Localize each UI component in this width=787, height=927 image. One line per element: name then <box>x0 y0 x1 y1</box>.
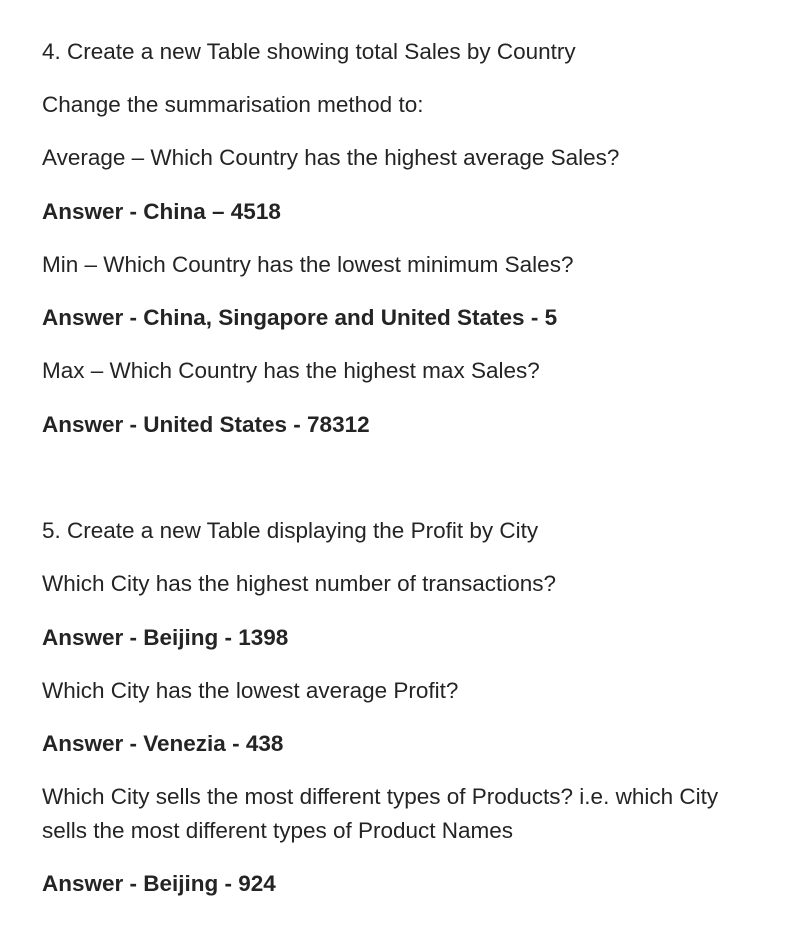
section-5-heading: 5. Create a new Table displaying the Pro… <box>42 518 539 543</box>
answer-min: Answer - China, Singapore and United Sta… <box>42 305 558 330</box>
answer-lowest-profit: Answer - Venezia - 438 <box>42 731 284 756</box>
section-4-heading: 4. Create a new Table showing total Sale… <box>42 39 576 64</box>
answer-product-types: Answer - Beijing - 924 <box>42 871 276 896</box>
question-transactions: Which City has the highest number of tra… <box>42 571 557 596</box>
question-min: Min – Which Country has the lowest minim… <box>42 252 574 277</box>
section-4-intro: Change the summarisation method to: <box>42 92 424 117</box>
answer-transactions: Answer - Beijing - 1398 <box>42 625 289 650</box>
answer-max: Answer - United States - 78312 <box>42 412 370 437</box>
question-lowest-profit: Which City has the lowest average Profit… <box>42 678 459 703</box>
question-average: Average – Which Country has the highest … <box>42 145 620 170</box>
question-product-types: Which City sells the most different type… <box>42 784 719 843</box>
answer-average: Answer - China – 4518 <box>42 199 281 224</box>
question-max: Max – Which Country has the highest max … <box>42 358 540 383</box>
